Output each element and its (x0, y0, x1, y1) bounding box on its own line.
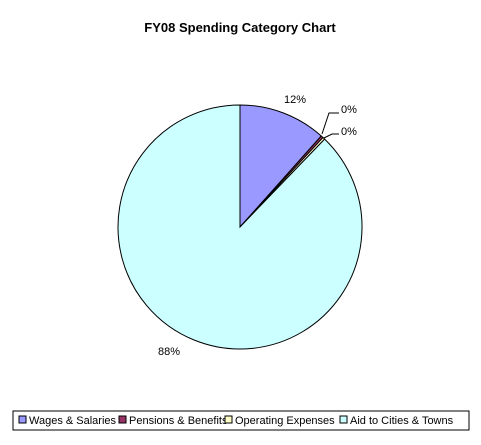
legend-frame (12, 410, 470, 431)
leader-line-operating-expenses (323, 133, 339, 139)
legend-label-operating-expenses: Operating Expenses (235, 415, 335, 427)
legend-swatch-operating-expenses (224, 415, 233, 424)
legend-swatch-wages-salaries (18, 415, 27, 424)
legend-label-wages-salaries: Wages & Salaries (29, 415, 117, 427)
legend: Wages & Salaries Pensions & Benefits Opera… (12, 410, 470, 431)
data-label-aid-to-cities-towns: 88% (158, 346, 180, 358)
data-label-pensions-benefits: 0% (341, 104, 357, 116)
legend-label-pensions-benefits: Pensions & Benefits (129, 415, 228, 427)
pie-slice-wages-salaries (239, 104, 322, 229)
leader-line-pensions-benefits (321, 112, 339, 135)
pie-labels: 12% 0% 0% 88% (158, 94, 357, 358)
legend-swatch-pensions-benefits (118, 415, 127, 424)
data-label-operating-expenses: 0% (341, 126, 357, 138)
legend-label-aid-to-cities-towns: Aid to Cities & Towns (350, 415, 454, 427)
legend-swatch-aid-to-cities-towns (339, 415, 348, 424)
pie-slice-aid-to-cities-towns (117, 104, 363, 350)
pie-slices (117, 104, 363, 350)
chart-title: FY08 Spending Category Chart (144, 20, 336, 35)
data-label-wages-salaries: 12% (284, 94, 306, 106)
